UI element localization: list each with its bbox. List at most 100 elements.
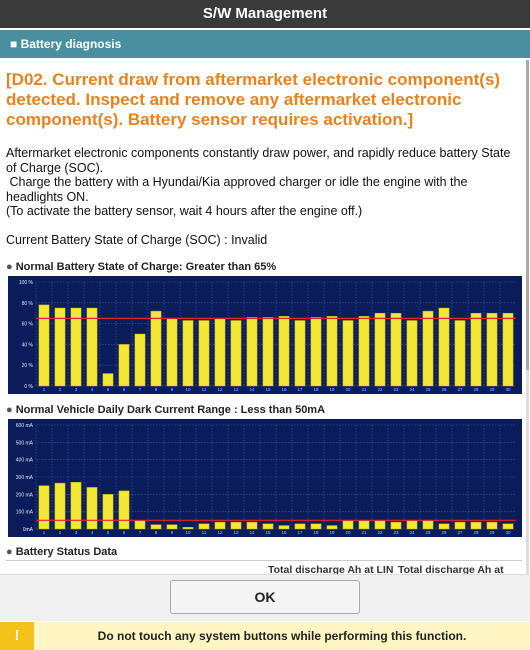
x-tick-label: 8 xyxy=(155,387,158,392)
bar xyxy=(38,485,50,530)
bar xyxy=(134,333,146,387)
bar xyxy=(166,524,178,530)
x-tick-label: 24 xyxy=(409,530,415,535)
x-tick-label: 23 xyxy=(393,530,399,535)
x-tick-label: 20 xyxy=(345,530,351,535)
x-tick-label: 10 xyxy=(185,387,191,392)
bar xyxy=(70,481,82,530)
y-tick-label: 400 mA xyxy=(16,458,34,464)
bar xyxy=(54,482,66,530)
x-tick-label: 16 xyxy=(281,530,287,535)
x-tick-label: 6 xyxy=(123,387,126,392)
section-bar: ■ Battery diagnosis xyxy=(0,30,530,58)
x-tick-label: 19 xyxy=(329,530,335,535)
bar xyxy=(422,310,434,387)
ok-button[interactable]: OK xyxy=(170,580,360,614)
x-tick-label: 30 xyxy=(505,387,511,392)
bar xyxy=(166,318,178,387)
bar xyxy=(214,521,226,530)
y-tick-label: 20 % xyxy=(22,363,34,369)
y-tick-label: 200 mA xyxy=(16,492,34,498)
x-tick-label: 1 xyxy=(43,387,46,392)
bar xyxy=(502,312,514,387)
column-header: Total discharge Ah at LIN xyxy=(268,564,394,575)
x-tick-label: 26 xyxy=(441,387,447,392)
bar xyxy=(38,304,50,387)
x-tick-label: 7 xyxy=(139,530,142,535)
chart-heading: ● Normal Battery State of Charge: Greate… xyxy=(6,261,277,273)
bar xyxy=(310,523,322,530)
x-tick-label: 15 xyxy=(265,387,271,392)
y-tick-label: 0mA xyxy=(23,527,34,533)
x-tick-label: 23 xyxy=(393,387,399,392)
bar xyxy=(406,520,418,530)
x-tick-label: 12 xyxy=(217,387,223,392)
status-title: Battery Status Data xyxy=(15,546,118,558)
bar xyxy=(246,521,258,530)
x-tick-label: 13 xyxy=(233,530,239,535)
x-tick-label: 10 xyxy=(185,530,191,535)
bar xyxy=(102,494,114,530)
x-tick-label: 21 xyxy=(361,387,367,392)
x-tick-label: 22 xyxy=(377,530,383,535)
bullet: ■ xyxy=(10,37,21,51)
x-tick-label: 2 xyxy=(59,387,62,392)
bar xyxy=(374,520,386,530)
x-tick-label: 11 xyxy=(202,387,207,392)
bar xyxy=(406,320,418,387)
x-tick-label: 19 xyxy=(329,387,335,392)
y-tick-label: 60 % xyxy=(22,322,34,328)
bar xyxy=(262,523,274,530)
x-tick-label: 30 xyxy=(505,530,511,535)
bar xyxy=(454,521,466,530)
x-tick-label: 8 xyxy=(155,530,158,535)
x-tick-label: 9 xyxy=(171,387,174,392)
x-tick-label: 21 xyxy=(361,530,367,535)
bar xyxy=(198,320,210,387)
x-tick-label: 25 xyxy=(425,387,431,392)
y-tick-label: 300 mA xyxy=(16,475,34,481)
x-tick-label: 13 xyxy=(233,387,239,392)
x-tick-label: 24 xyxy=(409,387,415,392)
scrollbar[interactable] xyxy=(526,60,529,615)
bar xyxy=(134,520,146,530)
bar xyxy=(486,312,498,387)
section-title: Battery diagnosis xyxy=(20,37,122,51)
x-tick-label: 5 xyxy=(107,530,110,535)
bar xyxy=(310,317,322,387)
bar xyxy=(470,521,482,530)
bar xyxy=(118,490,130,530)
x-tick-label: 25 xyxy=(425,530,431,535)
x-tick-label: 18 xyxy=(313,387,319,392)
bar xyxy=(470,312,482,387)
x-tick-label: 29 xyxy=(489,530,495,535)
warning-text: Do not touch any system buttons while pe… xyxy=(97,629,467,643)
column-header: Total discharge Ah at LIN xyxy=(398,564,504,575)
soc-text: Current Battery State of Charge (SOC) : … xyxy=(6,232,268,247)
bar xyxy=(390,312,402,387)
x-tick-label: 14 xyxy=(249,530,255,535)
x-tick-label: 27 xyxy=(457,530,463,535)
x-tick-label: 18 xyxy=(313,530,319,535)
bar xyxy=(454,320,466,387)
x-tick-label: 11 xyxy=(202,530,207,535)
x-tick-label: 1 xyxy=(43,530,46,535)
bar xyxy=(358,520,370,530)
bar xyxy=(358,316,370,387)
bar xyxy=(86,487,98,530)
status-heading: ● Battery Status Data xyxy=(6,546,118,558)
chart: 0mA 100 mA 200 mA 300 mA 400 mA 500 mA 600 mA 1… xyxy=(8,419,522,537)
x-tick-label: 14 xyxy=(249,387,255,392)
bar xyxy=(262,317,274,387)
bar xyxy=(374,312,386,387)
y-tick-label: 100 % xyxy=(19,280,34,286)
bar xyxy=(86,307,98,387)
bar xyxy=(502,523,514,530)
bar xyxy=(230,320,242,387)
scroll-thumb[interactable] xyxy=(526,60,529,370)
plot-background xyxy=(8,419,522,537)
y-tick-label: 80 % xyxy=(22,301,34,307)
header-title: S/W Management xyxy=(0,0,530,28)
status-table-header: Total discharge Ah at LIN Total discharg… xyxy=(6,560,522,575)
